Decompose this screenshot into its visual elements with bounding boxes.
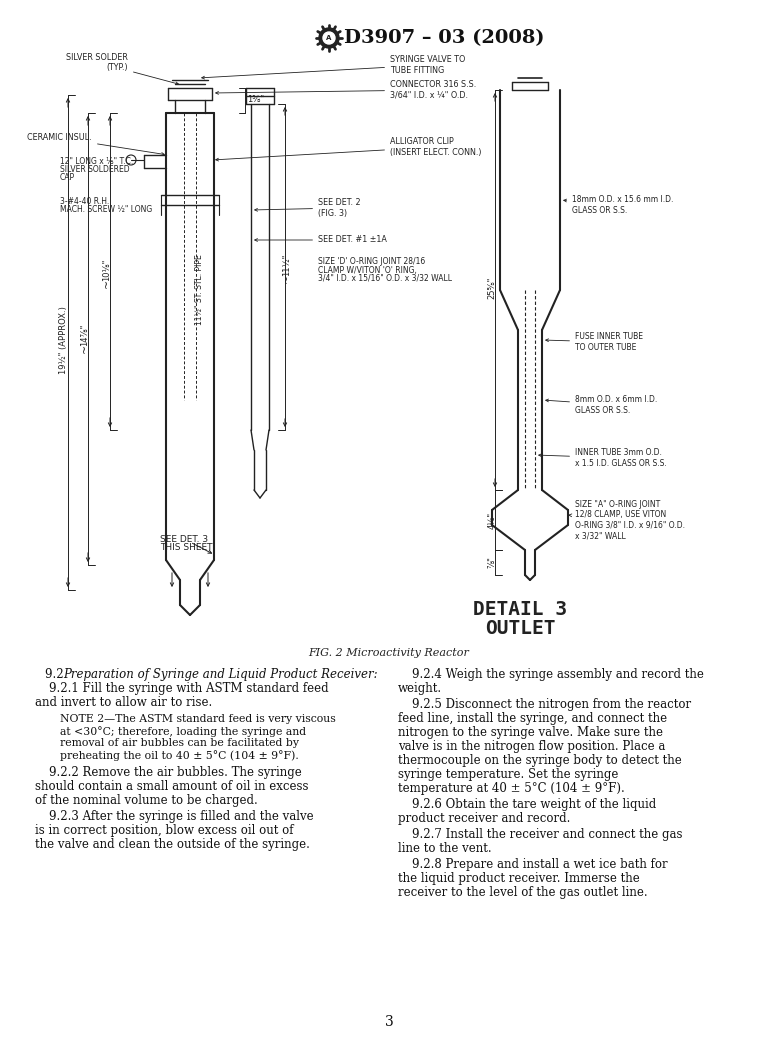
- Text: 1⅝": 1⅝": [247, 96, 264, 104]
- Text: INNER TUBE 3mm O.D.
x 1.5 I.D. GLASS OR S.S.: INNER TUBE 3mm O.D. x 1.5 I.D. GLASS OR …: [538, 449, 667, 467]
- Text: 3: 3: [384, 1015, 394, 1029]
- Text: OUTLET: OUTLET: [485, 619, 555, 638]
- Text: SILVER SOLDERED: SILVER SOLDERED: [60, 166, 130, 175]
- Text: is in correct position, blow excess oil out of: is in correct position, blow excess oil …: [35, 824, 293, 837]
- Text: 9.2.4 Weigh the syringe assembly and record the: 9.2.4 Weigh the syringe assembly and rec…: [412, 668, 704, 681]
- Text: A: A: [326, 35, 331, 41]
- Text: 10⅛": 10⅛": [103, 259, 111, 281]
- Text: product receiver and record.: product receiver and record.: [398, 812, 570, 826]
- Text: 9.2.6 Obtain the tare weight of the liquid: 9.2.6 Obtain the tare weight of the liqu…: [412, 798, 657, 811]
- Text: SEE DET. 3: SEE DET. 3: [160, 535, 209, 544]
- Text: 9.2.2 Remove the air bubbles. The syringe: 9.2.2 Remove the air bubbles. The syring…: [49, 766, 302, 779]
- Text: 9.2.5 Disconnect the nitrogen from the reactor: 9.2.5 Disconnect the nitrogen from the r…: [412, 699, 691, 711]
- Text: 14⅞": 14⅞": [80, 324, 89, 347]
- Text: SYRINGE VALVE TO
TUBE FITTING: SYRINGE VALVE TO TUBE FITTING: [202, 55, 465, 79]
- Text: ⅞": ⅞": [488, 556, 496, 568]
- Text: SEE DET. 2
(FIG. 3): SEE DET. 2 (FIG. 3): [254, 198, 361, 218]
- Text: the valve and clean the outside of the syringe.: the valve and clean the outside of the s…: [35, 838, 310, 850]
- Text: THIS SHEET: THIS SHEET: [160, 543, 212, 553]
- Text: at <30°C; therefore, loading the syringe and: at <30°C; therefore, loading the syringe…: [60, 726, 306, 737]
- Text: CAP: CAP: [60, 174, 75, 182]
- Text: 12" LONG x ⅕" T.C.: 12" LONG x ⅕" T.C.: [60, 157, 133, 167]
- Text: should contain a small amount of oil in excess: should contain a small amount of oil in …: [35, 780, 309, 793]
- Circle shape: [323, 32, 335, 44]
- Text: 18mm O.D. x 15.6 mm I.D.
GLASS OR S.S.: 18mm O.D. x 15.6 mm I.D. GLASS OR S.S.: [564, 196, 674, 214]
- Text: 3/4" I.D. x 15/16" O.D. x 3/32 WALL: 3/4" I.D. x 15/16" O.D. x 3/32 WALL: [318, 274, 452, 282]
- Text: line to the vent.: line to the vent.: [398, 842, 492, 855]
- Text: removal of air bubbles can be facilitated by: removal of air bubbles can be facilitate…: [60, 738, 299, 748]
- Text: ALLIGATOR CLIP
(INSERT ELECT. CONN.): ALLIGATOR CLIP (INSERT ELECT. CONN.): [216, 137, 482, 161]
- Text: syringe temperature. Set the syringe: syringe temperature. Set the syringe: [398, 768, 619, 781]
- Text: DETAIL 3: DETAIL 3: [473, 600, 567, 619]
- Circle shape: [319, 28, 339, 48]
- Text: 9.2: 9.2: [45, 668, 68, 681]
- Text: 11½": 11½": [282, 254, 292, 276]
- Text: nitrogen to the syringe valve. Make sure the: nitrogen to the syringe valve. Make sure…: [398, 726, 663, 739]
- Text: 4½": 4½": [488, 511, 496, 529]
- Text: of the nominal volume to be charged.: of the nominal volume to be charged.: [35, 794, 258, 807]
- Text: temperature at 40 ± 5°C (104 ± 9°F).: temperature at 40 ± 5°C (104 ± 9°F).: [398, 782, 625, 795]
- Text: weight.: weight.: [398, 682, 442, 695]
- Text: 9.2.7 Install the receiver and connect the gas: 9.2.7 Install the receiver and connect t…: [412, 828, 682, 841]
- Text: 3-#4-40 R.H.: 3-#4-40 R.H.: [60, 198, 109, 206]
- Text: 25⅝": 25⅝": [488, 277, 496, 299]
- Text: feed line, install the syringe, and connect the: feed line, install the syringe, and conn…: [398, 712, 667, 725]
- Text: SEE DET. #1 ±1A: SEE DET. #1 ±1A: [254, 235, 387, 245]
- Text: SIZE 'D' O-RING JOINT 28/16: SIZE 'D' O-RING JOINT 28/16: [318, 257, 426, 266]
- Text: preheating the oil to 40 ± 5°C (104 ± 9°F).: preheating the oil to 40 ± 5°C (104 ± 9°…: [60, 750, 299, 761]
- Text: ~: ~: [282, 274, 292, 282]
- Text: Preparation of Syringe and Liquid Product Receiver:: Preparation of Syringe and Liquid Produc…: [63, 668, 377, 681]
- Text: 8mm O.D. x 6mm I.D.
GLASS OR S.S.: 8mm O.D. x 6mm I.D. GLASS OR S.S.: [545, 396, 657, 414]
- Text: thermocouple on the syringe body to detect the: thermocouple on the syringe body to dete…: [398, 754, 682, 767]
- Text: and invert to allow air to rise.: and invert to allow air to rise.: [35, 696, 212, 709]
- Text: CERAMIC INSUL.: CERAMIC INSUL.: [27, 133, 164, 155]
- Text: FIG. 2 Microactivity Reactor: FIG. 2 Microactivity Reactor: [309, 648, 469, 658]
- Text: valve is in the nitrogen flow position. Place a: valve is in the nitrogen flow position. …: [398, 740, 665, 753]
- Text: the liquid product receiver. Immerse the: the liquid product receiver. Immerse the: [398, 872, 640, 885]
- Text: 11½" ST. STL. PIPE: 11½" ST. STL. PIPE: [195, 255, 205, 326]
- Text: SIZE "A" O-RING JOINT
12/8 CLAMP, USE VITON
O-RING 3/8" I.D. x 9/16" O.D.
x 3/32: SIZE "A" O-RING JOINT 12/8 CLAMP, USE VI…: [569, 500, 685, 540]
- Text: CONNECTOR 316 S.S.
3/64" I.D. x ¼" O.D.: CONNECTOR 316 S.S. 3/64" I.D. x ¼" O.D.: [216, 80, 476, 100]
- Text: 9.2.3 After the syringe is filled and the valve: 9.2.3 After the syringe is filled and th…: [49, 810, 314, 823]
- Text: SILVER SOLDER
(TYP.): SILVER SOLDER (TYP.): [66, 53, 178, 84]
- Text: ~: ~: [80, 344, 90, 353]
- Text: receiver to the level of the gas outlet line.: receiver to the level of the gas outlet …: [398, 886, 647, 899]
- Text: 9.2.8 Prepare and install a wet ice bath for: 9.2.8 Prepare and install a wet ice bath…: [412, 858, 668, 871]
- Text: D3907 – 03 (2008): D3907 – 03 (2008): [344, 29, 545, 47]
- Text: 19½" (APPROX.): 19½" (APPROX.): [59, 306, 68, 374]
- Text: MACH. SCREW ½" LONG: MACH. SCREW ½" LONG: [60, 205, 152, 214]
- Text: ~: ~: [102, 278, 112, 287]
- Text: FUSE INNER TUBE
TO OUTER TUBE: FUSE INNER TUBE TO OUTER TUBE: [545, 332, 643, 352]
- Text: CLAMP W/VITON 'O' RING,: CLAMP W/VITON 'O' RING,: [318, 265, 417, 275]
- Text: 9.2.1 Fill the syringe with ASTM standard feed: 9.2.1 Fill the syringe with ASTM standar…: [49, 682, 328, 695]
- Text: NOTE 2—The ASTM standard feed is very viscous: NOTE 2—The ASTM standard feed is very vi…: [60, 714, 336, 723]
